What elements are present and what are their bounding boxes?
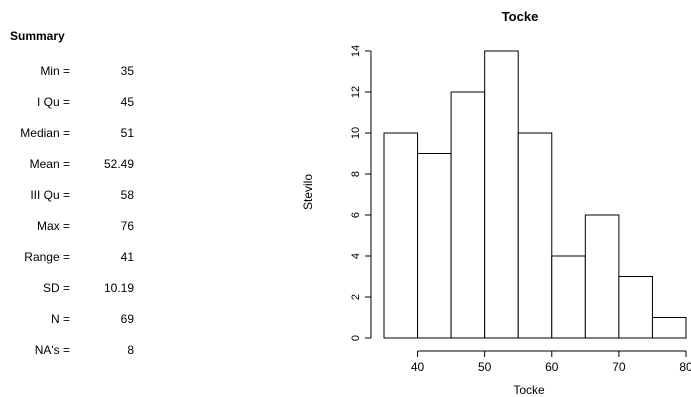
summary-stat-value: 58 [120, 188, 134, 202]
summary-stat-value: 8 [127, 343, 134, 357]
histogram-bar [383, 132, 419, 339]
summary-row: Range = 41 [0, 250, 160, 266]
summary-stat-label: Mean = [29, 157, 70, 171]
histogram-bars [383, 50, 687, 339]
y-axis: 0 2 4 6 8 10 12 14 [350, 45, 372, 341]
y-tick-label: 6 [350, 212, 362, 218]
x-tick-label: 70 [612, 360, 626, 374]
summary-stat-label: Range = [24, 250, 70, 264]
y-tick-label: 0 [350, 335, 362, 341]
summary-stat-value: 52.49 [103, 157, 134, 171]
summary-stat-label: Min = [40, 64, 70, 78]
x-tick-label: 50 [478, 360, 492, 374]
histogram-bar [584, 214, 620, 339]
histogram-bar [484, 50, 519, 339]
histogram-bar [551, 255, 586, 339]
summary-stat-value: 35 [120, 64, 134, 78]
histogram-bar [651, 317, 687, 339]
summary-row: III Qu = 58 [0, 188, 160, 204]
summary-title: Summary [10, 29, 65, 43]
summary-stat-label: Max = [36, 219, 70, 233]
y-tick-label: 8 [350, 171, 362, 177]
histogram-bar [417, 153, 452, 339]
summary-row: Max = 76 [0, 219, 160, 235]
x-axis: 40 50 60 70 80 [411, 350, 691, 374]
summary-stat-value: 51 [120, 126, 134, 140]
summary-row: Min = 35 [0, 64, 160, 80]
y-tick-label: 12 [350, 86, 362, 98]
summary-panel: Summary Min = 35 I Qu = 45 Median = 51 Mean = 5… [0, 0, 160, 397]
x-axis-label: Tocke [513, 383, 545, 397]
summary-row: Mean = 52.49 [0, 157, 160, 173]
histogram-bar [450, 91, 486, 339]
summary-stat-label: Median = [20, 126, 70, 140]
summary-stat-value: 69 [120, 312, 134, 326]
histogram-bar [517, 132, 553, 339]
chart-title: Tocke [502, 9, 539, 24]
summary-stat-value: 10.19 [103, 281, 134, 295]
summary-stat-value: 76 [120, 219, 134, 233]
summary-stat-label: I Qu = [36, 95, 70, 109]
summary-stat-value: 41 [120, 250, 134, 264]
x-tick-label: 80 [679, 360, 691, 374]
y-tick-label: 10 [350, 127, 362, 139]
summary-row: NA's = 8 [0, 343, 160, 359]
summary-stat-label: N = [50, 312, 70, 326]
y-tick-label: 14 [350, 45, 362, 57]
summary-stat-value: 45 [120, 95, 134, 109]
y-tick-label: 2 [350, 294, 362, 300]
y-axis-label: Stevilo [301, 174, 315, 210]
y-tick-label: 4 [350, 253, 362, 259]
summary-row: SD = 10.19 [0, 281, 160, 297]
summary-stat-label: SD = [42, 281, 70, 295]
summary-stat-label: NA's = [34, 343, 70, 357]
histogram-bar [618, 276, 653, 339]
x-tick-label: 60 [545, 360, 559, 374]
summary-stat-label: III Qu = [30, 188, 70, 202]
summary-row: Median = 51 [0, 126, 160, 142]
x-tick-label: 40 [411, 360, 425, 374]
summary-row: N = 69 [0, 312, 160, 328]
summary-row: I Qu = 45 [0, 95, 160, 111]
